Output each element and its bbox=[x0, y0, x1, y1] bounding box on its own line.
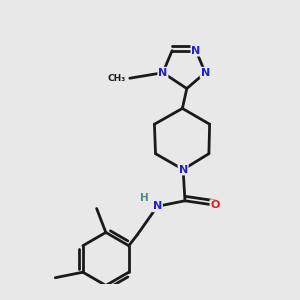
Text: N: N bbox=[178, 164, 188, 175]
Text: H: H bbox=[140, 193, 149, 203]
Text: N: N bbox=[201, 68, 210, 78]
Text: N: N bbox=[153, 201, 162, 211]
Text: N: N bbox=[158, 68, 167, 78]
Text: CH₃: CH₃ bbox=[107, 74, 125, 83]
Text: O: O bbox=[211, 200, 220, 210]
Text: N: N bbox=[191, 46, 201, 56]
